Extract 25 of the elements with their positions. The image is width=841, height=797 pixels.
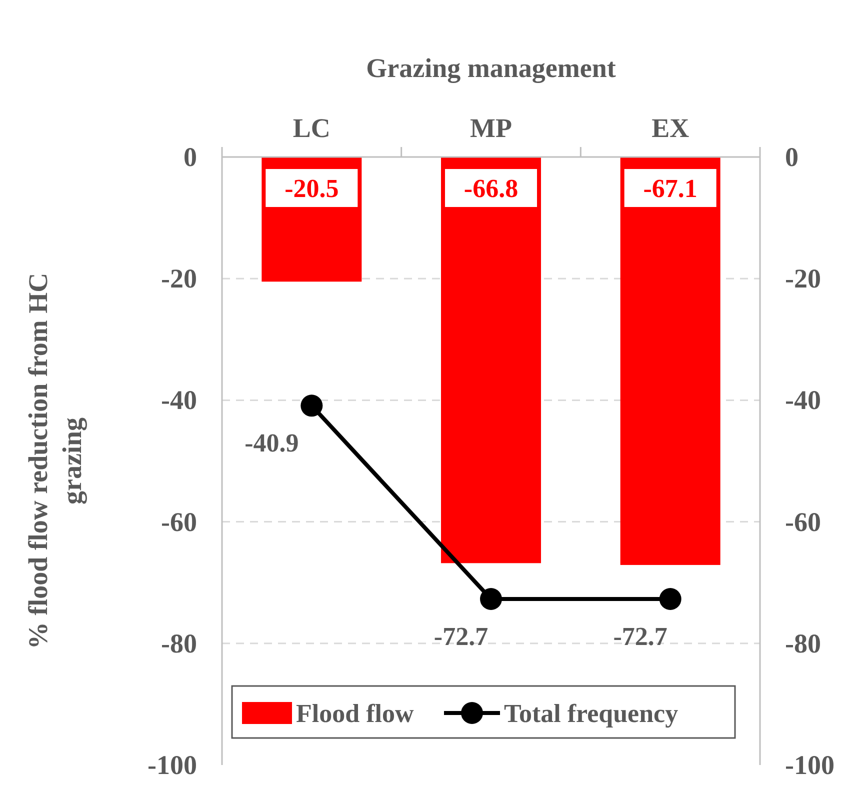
- x-tick-label: MP: [470, 113, 512, 143]
- y2-tick-label: -80: [785, 628, 821, 658]
- data-label: -72.7: [613, 622, 668, 652]
- y-tick-label: -20: [161, 264, 197, 294]
- y2-tick-label: 0: [785, 142, 798, 172]
- y-tick-label: -80: [161, 628, 197, 658]
- data-label: -66.8: [464, 174, 518, 203]
- y2-tick-label: -40: [785, 385, 821, 416]
- legend-label: Total frequency: [504, 699, 678, 728]
- data-label: -72.7: [434, 622, 488, 652]
- legend-label: Flood flow: [296, 699, 414, 728]
- y2-tick-label: -60: [785, 506, 821, 537]
- y2-tick-label: -20: [785, 264, 821, 294]
- y-tick-label: 0: [184, 142, 197, 172]
- y-axis-title: % flood flow reduction from HC grazing: [23, 272, 87, 650]
- y-tick-label: -100: [148, 750, 197, 780]
- data-label: -20.5: [284, 174, 339, 203]
- x-tick-label: LC: [292, 113, 330, 143]
- x-tick-label: EX: [652, 113, 690, 143]
- y-tick-label: -60: [161, 506, 197, 537]
- y2-tick-label: -100: [785, 750, 834, 780]
- data-label: -67.1: [643, 174, 698, 203]
- y-tick-label: -40: [161, 385, 197, 416]
- x-axis-title: Grazing management: [366, 53, 616, 83]
- data-label: -40.9: [244, 428, 299, 458]
